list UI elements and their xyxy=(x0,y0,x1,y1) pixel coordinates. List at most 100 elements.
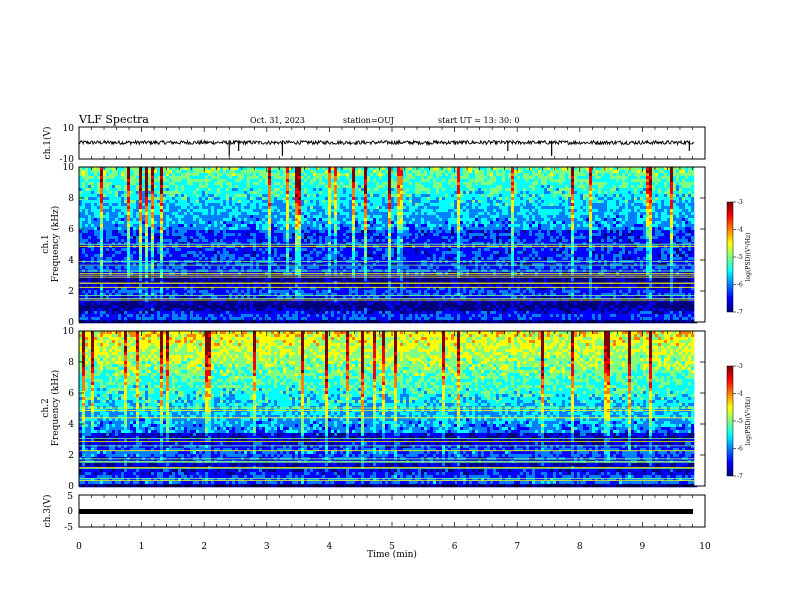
spectrogram-cell xyxy=(103,173,107,177)
spectrogram-cell xyxy=(151,308,155,312)
spectrogram-cell xyxy=(316,305,320,309)
spectrogram-cell xyxy=(322,194,326,198)
spectrogram-cell xyxy=(106,254,110,258)
spectrogram-cell xyxy=(313,248,317,252)
spectrogram-cell xyxy=(337,230,341,234)
spectrogram-cell xyxy=(127,200,131,204)
spectrogram-cell xyxy=(337,248,341,252)
spectrogram-cell xyxy=(253,278,257,282)
spectrogram-cell xyxy=(331,209,335,213)
spectrogram-cell xyxy=(313,170,317,174)
spectrogram-cell xyxy=(340,251,344,255)
spectrogram-cell xyxy=(136,263,140,267)
spectrogram-cell xyxy=(100,206,104,210)
spectrogram-cell xyxy=(346,257,350,261)
spectrogram-cell xyxy=(175,248,179,252)
spectrogram-cell xyxy=(364,278,368,282)
spectrogram-cell xyxy=(301,278,305,282)
spectrogram-cell xyxy=(115,248,119,252)
spectrogram-cell xyxy=(112,314,116,318)
spectrogram-cell xyxy=(355,311,359,315)
spectrogram-cell xyxy=(223,266,227,270)
spectrogram-cell xyxy=(226,185,230,189)
spectrogram-cell xyxy=(103,275,107,279)
spectrogram-cell xyxy=(145,179,149,183)
spectrogram-cell xyxy=(343,308,347,312)
spectrogram-cell xyxy=(271,218,275,222)
spectrogram-cell xyxy=(337,317,341,321)
spectrogram-cell xyxy=(169,311,173,315)
spectrogram-cell xyxy=(355,284,359,288)
spectrogram-cell xyxy=(289,185,293,189)
spectrogram-cell xyxy=(130,299,134,303)
spectrogram-cell xyxy=(217,173,221,177)
spectrogram-cell xyxy=(226,266,230,270)
spectrogram-cell xyxy=(343,227,347,231)
spectrogram-cell xyxy=(310,299,314,303)
spectrogram-cell xyxy=(136,275,140,279)
spectrogram-cell xyxy=(85,308,89,312)
spectrogram-cell xyxy=(187,170,191,174)
spectrogram-cell xyxy=(298,248,302,252)
spectrogram-cell xyxy=(79,197,83,201)
spectrogram-cell xyxy=(229,278,233,282)
spectrogram-cell xyxy=(100,299,104,303)
spectrogram-cell xyxy=(109,242,113,246)
spectrogram-cell xyxy=(238,251,242,255)
spectrogram-cell xyxy=(229,317,233,321)
spectrogram-cell xyxy=(142,203,146,207)
spectrogram-cell xyxy=(112,242,116,246)
spectrogram-cell xyxy=(133,179,137,183)
spectrogram-cell xyxy=(175,299,179,303)
spectrogram-cell xyxy=(262,209,266,213)
spectrogram-cell xyxy=(127,185,131,189)
spectrogram-cell xyxy=(334,176,338,180)
spectrogram-cell xyxy=(331,314,335,318)
spectrogram-cell xyxy=(340,236,344,240)
spectrogram-cell xyxy=(307,302,311,306)
spectrogram-cell xyxy=(145,263,149,267)
spectrogram-cell xyxy=(160,302,164,306)
spectrogram-cell xyxy=(187,227,191,231)
spectrogram-cell xyxy=(301,206,305,210)
spectrogram-cell xyxy=(325,212,329,216)
spectrogram-cell xyxy=(325,188,329,192)
spectrogram-cell xyxy=(136,287,140,291)
spectrogram-cell xyxy=(172,302,176,306)
spectrogram-cell xyxy=(244,197,248,201)
spectrogram-cell xyxy=(103,314,107,318)
spectrogram-cell xyxy=(109,215,113,219)
spectrogram-cell xyxy=(181,233,185,237)
spectrogram-cell xyxy=(265,239,269,243)
spectrogram-cell xyxy=(271,212,275,216)
spectrogram-cell xyxy=(346,218,350,222)
spectrogram-cell xyxy=(331,266,335,270)
spectrogram-cell xyxy=(193,194,197,198)
spectrogram-cell xyxy=(196,266,200,270)
spectrogram-cell xyxy=(337,209,341,213)
spectrogram-cell xyxy=(82,188,86,192)
spectrogram-cell xyxy=(178,296,182,300)
spectrogram-cell xyxy=(289,236,293,240)
spectrogram-cell xyxy=(313,191,317,195)
spectrogram-cell xyxy=(313,200,317,204)
spectrogram-cell xyxy=(190,188,194,192)
spectrogram-cell xyxy=(364,209,368,213)
spectrogram-cell xyxy=(241,215,245,219)
spectrogram-cell xyxy=(142,200,146,204)
spectrogram-cell xyxy=(169,236,173,240)
spectrogram-cell xyxy=(88,311,92,315)
spectrogram-cell xyxy=(247,317,251,321)
spectrogram-cell xyxy=(103,233,107,237)
spectrogram-cell xyxy=(280,290,284,294)
spectrogram-cell xyxy=(79,278,83,282)
spectrogram-cell xyxy=(256,242,260,246)
spectrogram-cell xyxy=(250,185,254,189)
spectrogram-cell xyxy=(223,248,227,252)
spectrogram-cell xyxy=(298,173,302,177)
spectrogram-cell xyxy=(244,254,248,258)
spectrogram-cell xyxy=(214,302,218,306)
spectrogram-cell xyxy=(361,197,365,201)
spectrogram-cell xyxy=(304,224,308,228)
spectrogram-cell xyxy=(148,233,152,237)
